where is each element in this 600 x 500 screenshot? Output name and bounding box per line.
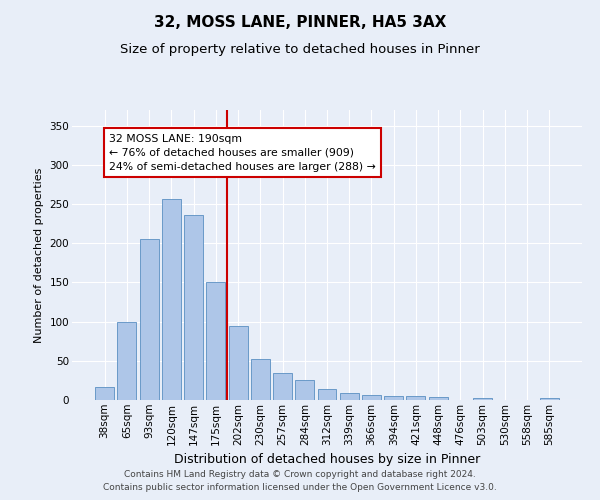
Bar [362,396,381,400]
Y-axis label: Number of detached properties: Number of detached properties [34,168,44,342]
X-axis label: Distribution of detached houses by size in Pinner: Distribution of detached houses by size … [174,453,480,466]
Bar [95,386,114,400]
Bar [429,397,448,400]
Bar [118,322,136,400]
Text: Size of property relative to detached houses in Pinner: Size of property relative to detached ho… [120,42,480,56]
Bar [295,380,314,400]
Bar [140,240,158,400]
Bar [251,359,270,400]
Text: Contains HM Land Registry data © Crown copyright and database right 2024.
Contai: Contains HM Land Registry data © Crown c… [103,470,497,492]
Bar [406,396,425,400]
Bar [162,198,181,400]
Text: 32 MOSS LANE: 190sqm
← 76% of detached houses are smaller (909)
24% of semi-deta: 32 MOSS LANE: 190sqm ← 76% of detached h… [109,134,376,172]
Bar [184,215,203,400]
Bar [340,393,359,400]
Bar [317,389,337,400]
Bar [473,398,492,400]
Bar [540,398,559,400]
Bar [273,372,292,400]
Text: 32, MOSS LANE, PINNER, HA5 3AX: 32, MOSS LANE, PINNER, HA5 3AX [154,15,446,30]
Bar [229,326,248,400]
Bar [384,396,403,400]
Bar [206,282,225,400]
